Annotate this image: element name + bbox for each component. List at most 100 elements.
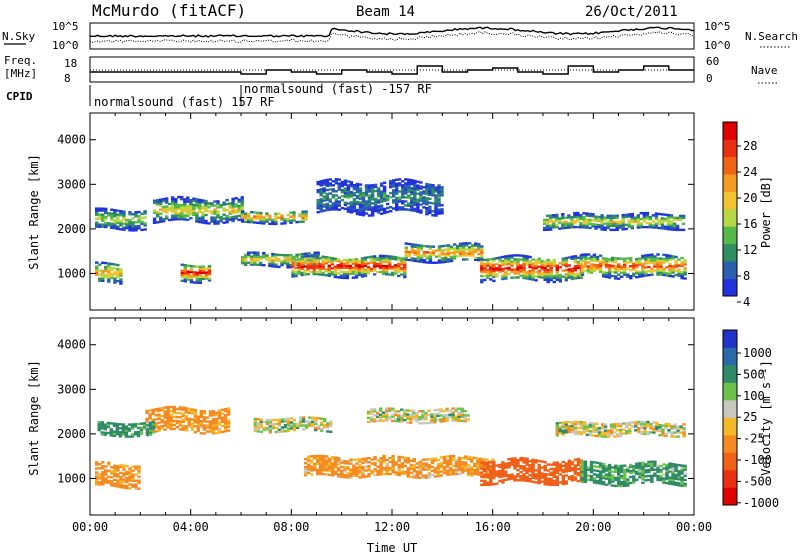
vel-cells-cell-1776 <box>643 432 647 436</box>
vel-cells-cell-1066 <box>486 481 490 484</box>
power-cells-cell-1738 <box>677 268 681 271</box>
vel-cells-cell-1791 <box>649 423 653 426</box>
vel-cells-cell-1246 <box>549 471 553 474</box>
power-cells-cell-1067 <box>422 259 427 262</box>
vel-cells-cell-1735 <box>616 435 620 438</box>
power-cells-cell-1322 <box>522 256 526 260</box>
power-cells-cell-1362 <box>537 273 541 277</box>
vel-cells-cell-962 <box>457 464 462 468</box>
power-cells-cell-1920 <box>624 227 628 231</box>
power-cells-cell-1840 <box>585 226 589 229</box>
vel-cells-cell-1692 <box>591 430 596 433</box>
power-cells-cell-543 <box>186 274 190 277</box>
vel-cells-cell-724 <box>355 468 359 471</box>
power-cells-cell-1100 <box>440 261 445 264</box>
velocity-heatmap-cells <box>95 405 687 490</box>
power-cells-cell-925 <box>366 272 371 275</box>
vel-cells-cell-1054 <box>480 467 484 470</box>
vel-cells-cell-770 <box>376 471 380 474</box>
power-cells-cell-600 <box>244 259 248 263</box>
power-cells-cell-1745 <box>680 264 684 268</box>
power-cells-cell-1857 <box>591 213 595 216</box>
power-cells-cell-1508 <box>586 265 591 268</box>
vel-cells-cell-990 <box>470 472 474 475</box>
vel-cells-cell-128 <box>145 417 149 421</box>
power-cells-cell-747 <box>300 273 304 277</box>
vel-cells-cell-1442 <box>617 468 621 472</box>
power-cells-cell-2356 <box>401 184 405 187</box>
power-cells-cell-613 <box>250 251 254 254</box>
power-cells-cell-1719 <box>668 256 672 259</box>
vel-cells-cell-1543 <box>656 466 660 469</box>
power-cells-cell-1675 <box>653 257 657 260</box>
vel-cells-cell-1462 <box>623 468 627 471</box>
power-cells-cell-1953 <box>642 219 647 223</box>
vel-cells-cell-1574 <box>671 483 675 486</box>
power-cells-cell-1030 <box>404 242 408 245</box>
vel-cells-cell-413 <box>124 429 129 432</box>
power-cells-cell-1298 <box>516 268 520 271</box>
power-cells-cell-807 <box>321 261 325 264</box>
power-cells-cell-1392 <box>546 270 550 274</box>
vel-cells-cell-526 <box>286 417 291 420</box>
vel-cells-cell-273 <box>199 432 204 435</box>
vel-cells-cell-668 <box>331 456 335 459</box>
power-cells-cell-576 <box>201 277 206 280</box>
power-cells-cell-532 <box>183 280 187 283</box>
vel-cells-cell-1215 <box>537 465 541 469</box>
power-cells-cell-226 <box>189 209 193 212</box>
vel-cells-cell-1933 <box>418 416 422 419</box>
power-cells-cell-2136 <box>343 187 348 190</box>
power-cells-cell-661 <box>280 259 284 263</box>
power-cells-cell-1784 <box>555 219 559 223</box>
power-cells-cell-1612 <box>629 259 633 262</box>
vel-cells-cell-788 <box>382 456 386 460</box>
power-cells-cell-1793 <box>561 225 565 228</box>
power-cells-cell-476 <box>101 279 105 282</box>
power-cells-cell-2219 <box>364 200 369 203</box>
power-cells-cell-1082 <box>428 251 433 254</box>
vel-cells-cell-395 <box>115 428 120 432</box>
power-cells-cell-1926 <box>627 221 631 224</box>
power-cells-cell-777 <box>309 254 313 258</box>
power-cells-cell-273 <box>204 209 208 213</box>
vel-cells-cell-379 <box>106 431 110 435</box>
power-cells-cell-458 <box>301 212 305 215</box>
vel-cells-cell-483 <box>262 420 266 424</box>
power-cells-cell-255 <box>198 206 202 210</box>
power-cells-cell-1723 <box>671 269 675 272</box>
power-cells-cell-1940 <box>636 226 640 229</box>
power-cells-cell-1943 <box>636 220 640 223</box>
power-cells-cell-2225 <box>364 184 369 187</box>
power-cells-cell-2275 <box>379 208 384 211</box>
power-cells-cell-518 <box>116 263 120 267</box>
power-cells-cell-295 <box>213 212 217 215</box>
power-axes-ytick-label-1: 3000 <box>57 177 86 191</box>
power-cells-cell-2224 <box>364 186 369 189</box>
vel-cells-cell-1993 <box>454 407 458 410</box>
power-cells-cell-2416 <box>416 198 420 201</box>
velocity-ylabel: Slant Range [km] <box>27 360 41 476</box>
power-cells-cell-1092 <box>434 249 439 252</box>
power-cells-cell-656 <box>277 259 281 263</box>
vel-cells-cell-859 <box>415 474 420 477</box>
vel-cells-cell-1160 <box>519 457 523 460</box>
vel-cells-cell-639 <box>322 460 326 464</box>
vel-cells-cell-79 <box>122 472 126 475</box>
power-cells-cell-869 <box>345 264 350 268</box>
vel-cells-cell-718 <box>352 466 356 469</box>
power-cells-cell-994 <box>394 266 398 269</box>
vel-cells-cell-1119 <box>504 466 508 469</box>
vel-cells-cell-1515 <box>644 463 648 466</box>
vel-cells-cell-65 <box>119 485 123 489</box>
vel-cells-cell-1916 <box>409 419 413 422</box>
power-cells-cell-2451 <box>425 189 429 192</box>
vel-cells-cell-1877 <box>385 413 389 416</box>
power-cells-cell-854 <box>339 262 344 265</box>
power-cells-cell-1817 <box>573 219 577 223</box>
power-cells-cell-950 <box>375 256 380 260</box>
vel-cells-cell-567 <box>314 416 318 420</box>
vel-cells-cell-1958 <box>433 413 437 416</box>
power-cells-cell-1229 <box>492 279 496 283</box>
vel-cells-cell-1652 <box>570 426 575 430</box>
